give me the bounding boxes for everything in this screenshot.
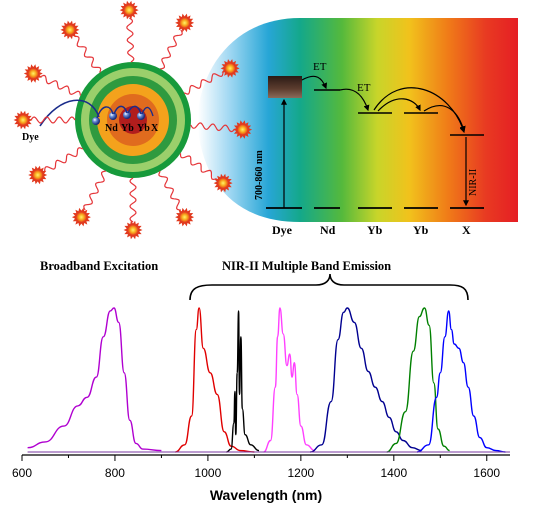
nanoparticle [39,62,191,178]
x-axis-title: Wavelength (nm) [210,487,322,503]
ligand-chain [179,153,217,181]
x-tick-label: 600 [12,466,32,480]
excitation-range-label: 700-860 nm [254,150,265,200]
spectrum-line-6 [386,307,450,453]
et-label-1: ET [313,61,327,73]
ligand-chain [126,17,135,63]
broadband-excitation-label: Broadband Excitation [40,259,158,273]
yb-ion-icon-2 [137,112,145,120]
nir-ii-label: NIR-II [468,169,479,196]
dye-molecule-core-icon [32,170,43,180]
dye-molecule-core-icon [64,24,75,35]
spectrum-band [198,18,518,222]
particle-x-label: X [151,123,159,134]
dye-ion-icon [92,117,100,125]
level-dye-label: Dye [272,223,293,237]
dye-molecule-core-icon [179,17,190,28]
ligand-chain [83,170,106,211]
level-yb-label: Yb [367,223,383,237]
dye-molecule-core-icon [124,5,135,16]
dye-molecule-core-icon [237,124,248,135]
ligand-chain [190,122,236,133]
spectrum-line-4 [263,307,315,453]
ligand-chain [129,177,137,223]
nd-ion-icon [109,112,117,120]
spectrum-line-1 [27,307,162,452]
x-axis-ticks: 600 800 1000 1200 1400 1600 [12,455,500,480]
x-tick-label: 1400 [380,466,407,480]
spectrum-line-3 [226,310,260,453]
level-nd-label: Nd [320,223,336,237]
spectrum-series [27,307,510,453]
yb-ion-icon [123,111,131,119]
emission-brace [189,273,469,301]
particle-yb-label: Yb [121,123,134,134]
particle-nd-label: Nd [105,123,118,134]
ligand-chain [183,72,224,95]
energy-diagram [266,75,484,209]
ligand-chain [40,74,81,96]
spectrum-line-2 [175,307,255,453]
ligand-chain [160,29,183,70]
dye-molecule-core-icon [128,225,138,235]
level-yb-label-2: Yb [413,223,429,237]
particle-yb-label-2: Yb [137,123,150,134]
dye-molecule-core-icon [225,63,236,74]
x-tick-label: 800 [105,466,125,480]
ligand-chain [44,147,84,172]
ligand-chain [30,116,76,124]
spectrum-chart: 600 800 1000 1200 1400 1600 Wavelength (nm) [12,307,510,503]
x-tick-label: 1200 [288,466,315,480]
ligand-chain [74,35,102,73]
dye-molecule-core-icon [18,115,28,125]
level-x-label: X [462,223,471,237]
particle-dye-label: Dye [22,132,39,143]
dye-molecule-core-icon [76,212,87,223]
dye-molecule-core-icon [218,178,229,189]
dye-molecule-core-icon [28,68,39,79]
et-label-2: ET [357,82,371,94]
dye-state-box [268,76,302,98]
dye-ligands [13,0,253,240]
ligand-chain [158,170,181,211]
dye-molecule-core-icon [179,212,190,223]
emission-label: NIR-II Multiple Band Emission [222,259,391,273]
x-tick-label: 1600 [473,466,500,480]
spectrum-line-5 [310,307,422,453]
spectrum-line-7 [416,310,506,453]
x-tick-label: 1000 [195,466,222,480]
